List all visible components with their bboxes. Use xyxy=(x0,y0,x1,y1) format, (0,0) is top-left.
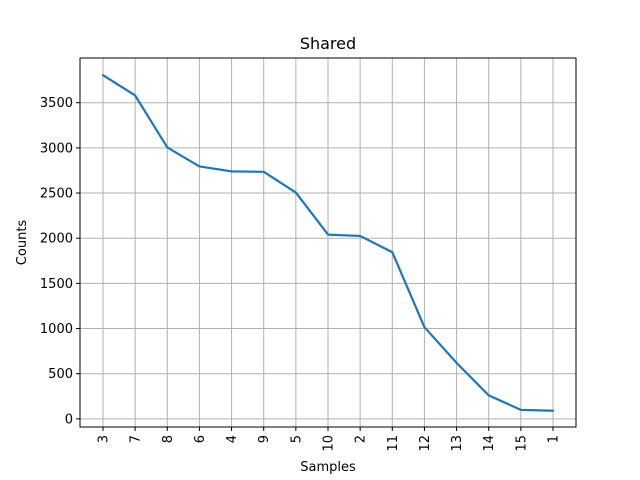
x-tick-label: 1 xyxy=(547,435,562,443)
x-tick-label: 2 xyxy=(354,435,369,443)
x-tick-label: 14 xyxy=(482,435,497,452)
x-tick-label: 11 xyxy=(386,435,401,452)
y-tick-label: 500 xyxy=(48,367,73,382)
y-tick-label: 2000 xyxy=(40,232,73,247)
y-tick-label: 3000 xyxy=(40,141,73,156)
x-axis-label: Samples xyxy=(300,460,356,475)
x-tick-label: 4 xyxy=(225,435,240,443)
grid xyxy=(80,58,576,427)
x-tick-label: 9 xyxy=(257,435,272,443)
x-tick-label: 13 xyxy=(450,435,465,452)
y-tick-label: 3500 xyxy=(40,96,73,111)
y-tick-label: 2500 xyxy=(40,187,73,202)
y-tick-label: 1000 xyxy=(40,322,73,337)
x-axis: 3 7 8 6 4 9 5 10 2 11 12 13 14 15 1 xyxy=(97,427,562,452)
x-tick-label: 8 xyxy=(161,435,176,443)
y-tick-label: 0 xyxy=(65,412,73,427)
x-tick-label: 7 xyxy=(129,435,144,443)
x-tick-label: 5 xyxy=(289,435,304,443)
y-axis: 0 500 1000 1500 2000 2500 3000 3500 xyxy=(40,96,80,427)
x-tick-label: 10 xyxy=(322,435,337,452)
series-line xyxy=(101,74,555,412)
x-tick-label: 12 xyxy=(418,435,433,452)
x-tick-label: 6 xyxy=(193,435,208,443)
x-tick-label: 3 xyxy=(97,435,112,443)
y-tick-label: 1500 xyxy=(40,277,73,292)
y-axis-label: Counts xyxy=(15,220,30,266)
x-tick-label: 15 xyxy=(514,435,529,452)
chart-title: Shared xyxy=(300,34,356,53)
